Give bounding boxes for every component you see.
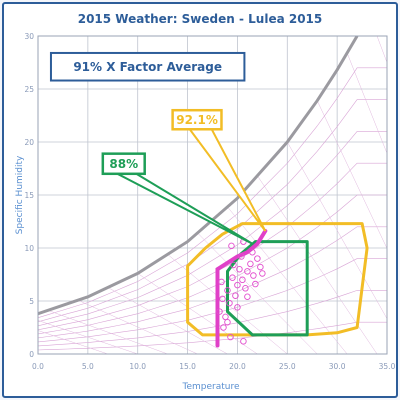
weather-point-18 — [224, 318, 231, 326]
x-tick-label-2: 10.0 — [129, 362, 146, 371]
saturation-curve — [38, 36, 359, 316]
rh-curve-3 — [38, 226, 387, 339]
weather-point-20 — [240, 338, 247, 345]
weather-point-19 — [220, 324, 227, 331]
weather-point-8 — [236, 265, 243, 273]
wetbulb-line-3 — [77, 299, 198, 354]
plot-border — [37, 35, 388, 355]
weather-point-7 — [234, 281, 241, 289]
weather-point-2 — [222, 313, 229, 321]
weather-point-12 — [247, 260, 254, 268]
wetbulb-line-10 — [287, 141, 387, 320]
wetbulb-line-8 — [227, 206, 348, 354]
rh-curve-8 — [38, 67, 387, 318]
weather-point-13 — [250, 272, 257, 279]
y-tick-label-3: 15 — [24, 191, 34, 200]
plot-area: 92.1% 88% 91% X Factor Average — [37, 35, 388, 355]
weather-point-28 — [249, 248, 256, 256]
y-axis-label: Specific Humidity — [15, 155, 25, 234]
banner-text: 91% X Factor Average — [73, 60, 222, 74]
chart-title: 2015 Weather: Sweden - Lulea 2015 — [78, 12, 323, 26]
weather-trend-line — [215, 229, 268, 348]
plot-clip — [38, 36, 387, 354]
y-tick-label-0: 0 — [29, 350, 34, 359]
callout-box-0 — [171, 108, 223, 131]
banner-box — [49, 51, 246, 82]
callout-label-1: 88% — [109, 157, 138, 171]
comfort-zone-0 — [186, 222, 369, 337]
weather-point-0 — [216, 308, 223, 315]
wetbulb-line-2 — [47, 310, 168, 354]
x-tick-label-7: 35.0 — [379, 362, 396, 371]
rh-curve-7 — [38, 99, 387, 323]
weather-point-29 — [218, 278, 225, 286]
x-tick-label-0: 0.0 — [32, 362, 44, 371]
rh-curve-6 — [38, 131, 387, 327]
x-tick-label-3: 15.0 — [179, 362, 196, 371]
x-axis-ticks: 0.0 5.0 10.0 15.0 20.0 25.0 30.0 35.0 — [32, 362, 396, 371]
weather-point-25 — [228, 242, 235, 250]
y-tick-label-2: 10 — [24, 244, 34, 253]
y-tick-label-1: 5 — [29, 297, 34, 306]
weather-point-21 — [227, 333, 234, 341]
wetbulb-line-9 — [257, 175, 378, 354]
weather-point-27 — [259, 270, 266, 277]
y-tick-label-4: 20 — [24, 138, 34, 147]
weather-point-1 — [219, 295, 226, 303]
weather-point-23 — [234, 304, 241, 311]
weather-point-16 — [238, 253, 245, 260]
weather-point-22 — [244, 293, 251, 301]
rh-curve-2 — [38, 258, 387, 343]
x-axis-label: Temperature — [181, 382, 239, 392]
wetbulb-line-12 — [346, 52, 387, 154]
wetbulb-line-11 — [316, 100, 387, 250]
x-tick-label-5: 25.0 — [279, 362, 296, 371]
y-tick-label-5: 25 — [24, 85, 34, 94]
weather-point-4 — [226, 299, 233, 307]
rh-curve-4 — [38, 194, 387, 335]
x-tick-label-6: 30.0 — [329, 362, 346, 371]
weather-point-17 — [230, 261, 237, 269]
wetbulb-line-4 — [107, 287, 228, 354]
rh-curve-1 — [38, 290, 387, 347]
wetbulb-line-1 — [38, 320, 138, 354]
rh-curve-5 — [38, 162, 387, 331]
weather-point-6 — [232, 292, 239, 299]
rh-curve-0 — [38, 321, 387, 351]
callout-label-0: 92.1% — [176, 113, 218, 127]
wetbulb-line-0 — [38, 330, 108, 354]
weather-point-9 — [239, 276, 246, 284]
wetbulb-line-5 — [137, 273, 258, 354]
y-axis-ticks: 0 5 10 15 20 25 30 — [24, 32, 34, 359]
weather-point-10 — [242, 285, 249, 292]
weather-point-15 — [257, 263, 264, 271]
weather-point-24 — [252, 280, 259, 288]
callout-box-1 — [101, 152, 146, 176]
weather-point-11 — [244, 268, 251, 275]
weather-point-14 — [254, 255, 261, 262]
y-tick-label-6: 30 — [24, 32, 34, 41]
weather-point-3 — [224, 287, 231, 294]
weather-point-5 — [229, 274, 236, 281]
x-tick-label-4: 20.0 — [229, 362, 246, 371]
x-tick-label-1: 5.0 — [82, 362, 94, 371]
